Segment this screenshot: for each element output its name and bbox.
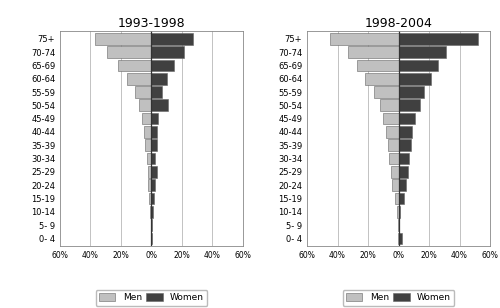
Bar — [330, 33, 398, 45]
Bar — [388, 140, 398, 151]
Bar — [148, 166, 152, 178]
Bar — [150, 206, 152, 218]
Bar — [152, 33, 192, 45]
Bar — [127, 73, 152, 85]
Bar — [152, 153, 156, 164]
Bar — [152, 166, 157, 178]
Bar — [398, 33, 478, 45]
Bar — [390, 153, 398, 164]
Bar — [398, 59, 438, 71]
Bar — [386, 126, 398, 138]
Bar — [374, 86, 398, 98]
Bar — [118, 59, 152, 71]
Legend: Men, Women: Men, Women — [96, 290, 208, 306]
Bar — [384, 113, 398, 124]
Bar — [142, 113, 152, 124]
Bar — [398, 126, 412, 138]
Bar — [398, 46, 446, 58]
Bar — [134, 86, 152, 98]
Bar — [149, 192, 152, 204]
Bar — [108, 46, 152, 58]
Bar — [147, 153, 152, 164]
Bar — [398, 166, 407, 178]
Bar — [152, 140, 157, 151]
Bar — [152, 126, 157, 138]
Bar — [398, 86, 424, 98]
Bar — [380, 99, 398, 111]
Bar — [397, 206, 398, 218]
Bar — [152, 86, 162, 98]
Bar — [152, 113, 158, 124]
Bar — [152, 46, 184, 58]
Bar — [95, 33, 152, 45]
Bar — [398, 73, 430, 85]
Bar — [398, 113, 415, 124]
Bar — [148, 179, 152, 191]
Bar — [398, 179, 406, 191]
Bar — [398, 153, 409, 164]
Bar — [398, 192, 404, 204]
Title: 1998-2004: 1998-2004 — [364, 17, 432, 30]
Bar — [146, 140, 152, 151]
Bar — [394, 192, 398, 204]
Bar — [138, 99, 151, 111]
Bar — [398, 206, 400, 218]
Bar — [398, 233, 402, 244]
Bar — [398, 140, 410, 151]
Bar — [365, 73, 398, 85]
Legend: Men, Women: Men, Women — [342, 290, 454, 306]
Title: 1993-1998: 1993-1998 — [118, 17, 186, 30]
Bar — [391, 166, 398, 178]
Bar — [152, 73, 166, 85]
Bar — [152, 192, 154, 204]
Bar — [152, 179, 154, 191]
Bar — [152, 59, 174, 71]
Bar — [358, 59, 399, 71]
Bar — [398, 99, 420, 111]
Bar — [392, 179, 398, 191]
Bar — [152, 99, 168, 111]
Bar — [348, 46, 399, 58]
Bar — [144, 126, 152, 138]
